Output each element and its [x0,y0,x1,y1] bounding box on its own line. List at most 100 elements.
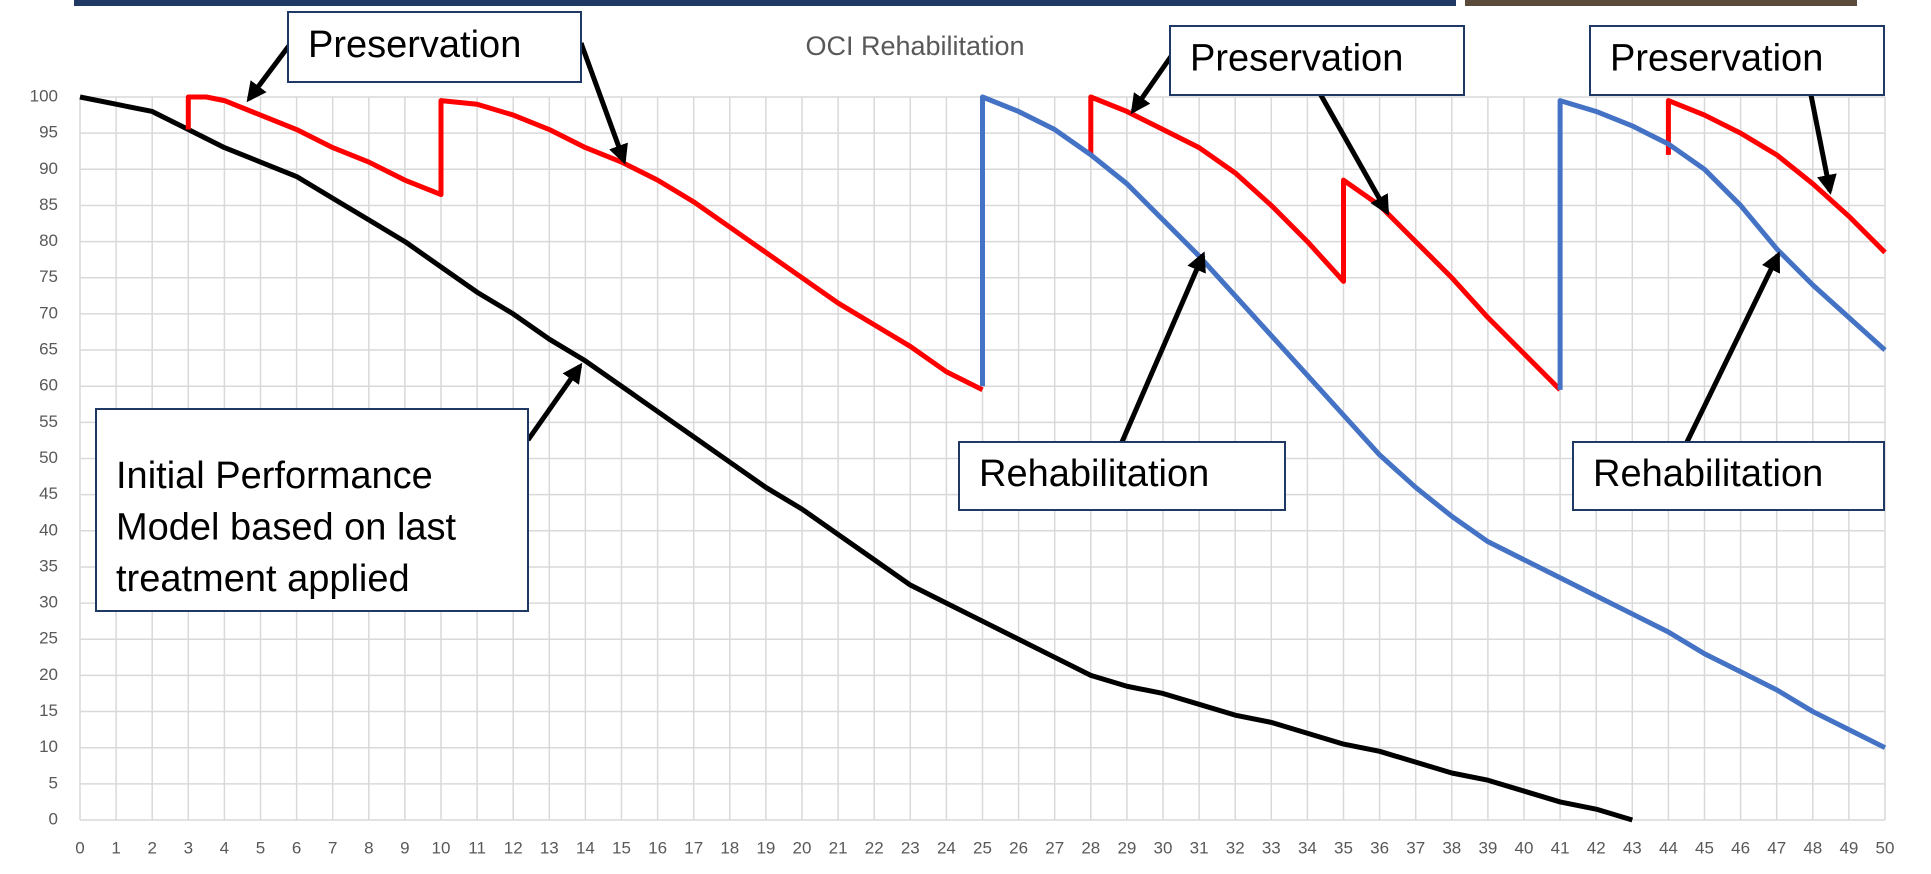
annotation-arrow [1807,89,1837,195]
x-tick-label: 31 [1190,838,1209,857]
x-tick-label: 22 [865,838,884,857]
x-tick-label: 32 [1226,838,1245,857]
x-tick-label: 3 [184,838,193,857]
y-tick-label: 90 [39,159,58,178]
y-tick-label: 0 [49,809,58,828]
x-tick-label: 48 [1803,838,1822,857]
annotation-text: Model based on last [116,507,457,549]
x-tick-label: 7 [328,838,337,857]
annotation-arrow [525,362,583,442]
x-tick-label: 24 [937,838,956,857]
x-tick-label: 0 [75,838,84,857]
y-tick-label: 100 [30,86,58,105]
x-tick-label: 45 [1695,838,1714,857]
x-tick-label: 18 [720,838,739,857]
annotation-text: Rehabilitation [1593,453,1823,495]
y-tick-label: 70 [39,303,58,322]
annotation-text: Initial Performance [116,455,433,497]
x-tick-label: 10 [432,838,451,857]
annotation-arrow [1130,53,1175,115]
x-tick-label: 15 [612,838,631,857]
annotation-arrow [1119,251,1206,443]
x-tick-label: 30 [1154,838,1173,857]
annotation-box [1169,25,1465,96]
x-tick-label: 29 [1117,838,1136,857]
x-tick-label: 1 [111,838,120,857]
annotation-arrow [1315,88,1390,216]
x-tick-label: 21 [829,838,848,857]
x-tick-label: 5 [256,838,265,857]
x-tick-label: 41 [1551,838,1570,857]
annotation-box [958,441,1286,511]
x-tick-label: 35 [1334,838,1353,857]
series-line [185,94,1887,393]
annotation-box [1572,441,1885,511]
annotation-text: Preservation [1190,38,1403,80]
y-tick-label: 60 [39,376,58,395]
x-tick-label: 19 [756,838,775,857]
x-tick-label: 12 [504,838,523,857]
y-tick-label: 30 [39,593,58,612]
x-tick-label: 42 [1587,838,1606,857]
x-tick-label: 26 [1009,838,1028,857]
x-tick-label: 20 [793,838,812,857]
x-tick-label: 9 [400,838,409,857]
x-tick-label: 47 [1767,838,1786,857]
x-tick-label: 40 [1515,838,1534,857]
annotation-arrow [1684,251,1781,444]
y-tick-label: 95 [39,123,58,142]
annotation-box [1589,25,1885,96]
series-line [980,94,1887,750]
y-tick-label: 40 [39,520,58,539]
annotation-arrow [246,41,293,103]
y-tick-label: 20 [39,665,58,684]
x-tick-label: 38 [1442,838,1461,857]
x-tick-label: 43 [1623,838,1642,857]
y-tick-label: 50 [39,448,58,467]
annotation-text: treatment applied [116,558,410,600]
x-tick-label: 13 [540,838,559,857]
x-tick-label: 36 [1370,838,1389,857]
annotation-arrow [578,42,628,165]
x-tick-label: 50 [1876,838,1895,857]
x-tick-label: 34 [1298,838,1317,857]
header-photo [1465,0,1857,6]
y-tick-label: 35 [39,556,58,575]
x-tick-label: 25 [973,838,992,857]
header-bar [74,0,1456,6]
x-tick-label: 37 [1406,838,1425,857]
annotation-text: Preservation [308,24,521,66]
series-line [79,94,1634,823]
x-tick-label: 46 [1731,838,1750,857]
y-tick-label: 55 [39,412,58,431]
x-tick-label: 39 [1478,838,1497,857]
x-tick-label: 23 [901,838,920,857]
x-tick-label: 28 [1081,838,1100,857]
y-tick-label: 80 [39,231,58,250]
x-tick-label: 14 [576,838,595,857]
y-tick-label: 25 [39,629,58,648]
y-tick-label: 5 [49,773,58,792]
x-tick-label: 2 [147,838,156,857]
annotation-box [95,408,529,612]
x-tick-label: 8 [364,838,373,857]
x-tick-label: 44 [1659,838,1678,857]
x-tick-label: 16 [648,838,667,857]
y-tick-label: 10 [39,737,58,756]
y-tick-label: 85 [39,195,58,214]
x-tick-label: 49 [1839,838,1858,857]
x-tick-label: 11 [468,838,486,857]
x-tick-label: 27 [1045,838,1064,857]
chart-title: OCI Rehabilitation [805,31,1024,61]
annotation-text: Rehabilitation [979,453,1209,495]
y-tick-label: 75 [39,267,58,286]
annotation-box [287,11,582,83]
x-tick-label: 33 [1262,838,1281,857]
x-tick-label: 17 [684,838,703,857]
annotation-text: Preservation [1610,38,1823,80]
x-tick-label: 4 [220,838,229,857]
x-tick-label: 6 [292,838,301,857]
y-tick-label: 45 [39,484,58,503]
y-tick-label: 15 [39,701,58,720]
